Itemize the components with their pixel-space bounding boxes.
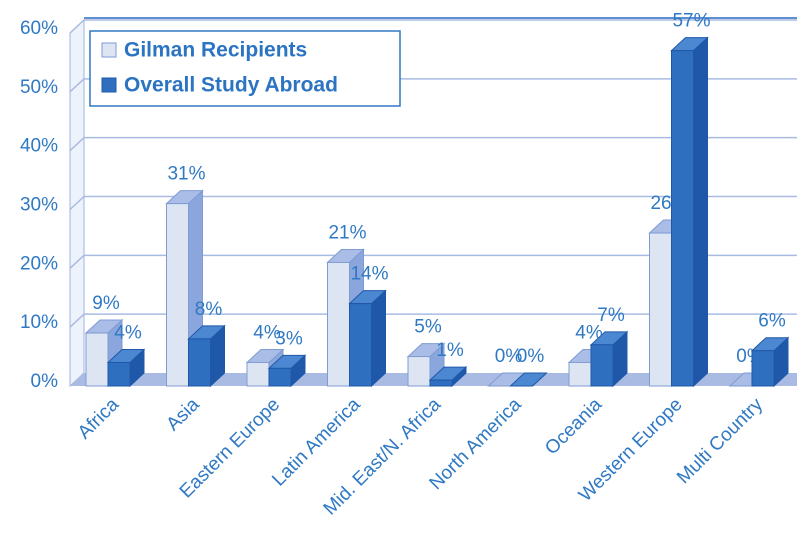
x-tick-label: Oceania	[541, 394, 606, 459]
value-label: 4%	[114, 322, 142, 343]
value-label: 4%	[575, 322, 603, 343]
grid-line-side	[69, 254, 85, 269]
value-label: 6%	[758, 311, 786, 332]
value-label: 21%	[328, 222, 366, 243]
bar-side	[693, 36, 708, 388]
bar	[166, 203, 189, 387]
legend-box	[89, 30, 401, 107]
value-label: 4%	[253, 322, 281, 343]
bar	[671, 50, 694, 387]
y-tick-label: 60%	[20, 18, 58, 39]
grid-line-side	[69, 313, 85, 328]
legend-label: Gilman Recipients	[124, 39, 307, 62]
legend-label: Overall Study Abroad	[124, 74, 338, 97]
value-label: 9%	[92, 293, 120, 314]
y-tick-label: 40%	[20, 136, 58, 157]
value-label: 0%	[495, 346, 523, 367]
bar	[268, 367, 292, 387]
y-tick-label: 10%	[20, 312, 58, 333]
x-tick-label: Asia	[163, 394, 204, 435]
grid-line-side	[69, 137, 85, 152]
y-tick-label: 20%	[20, 253, 58, 274]
value-label: 3%	[275, 328, 303, 349]
value-label: 1%	[436, 340, 464, 361]
grid-line-side	[69, 195, 85, 211]
bar	[407, 356, 431, 387]
y-tick-label: 0%	[31, 371, 59, 392]
bar	[246, 361, 270, 387]
bar	[649, 232, 672, 387]
bar	[590, 344, 614, 387]
bar-top	[509, 372, 548, 387]
value-label: 0%	[517, 346, 545, 367]
x-tick-label: Multi Country	[673, 394, 767, 488]
legend-swatch	[101, 77, 117, 93]
value-label: 8%	[195, 299, 223, 320]
grid-line-side	[69, 78, 85, 93]
bar	[188, 338, 211, 387]
bar	[327, 261, 350, 387]
value-label: 57%	[672, 11, 710, 32]
bar-side	[371, 289, 386, 388]
value-label: 31%	[167, 164, 205, 185]
value-label: 7%	[597, 305, 625, 326]
bar	[107, 361, 131, 387]
grid-line-side	[69, 19, 85, 34]
bar	[429, 379, 453, 387]
bar	[85, 332, 109, 387]
bar	[751, 350, 775, 387]
y-tick-label: 50%	[20, 77, 58, 98]
value-label: 14%	[350, 264, 388, 285]
bar	[349, 303, 372, 387]
bar	[568, 361, 592, 387]
y-tick-label: 30%	[20, 195, 58, 216]
value-label: 5%	[414, 317, 442, 338]
legend-swatch	[101, 42, 117, 58]
x-tick-label: Africa	[74, 394, 123, 443]
